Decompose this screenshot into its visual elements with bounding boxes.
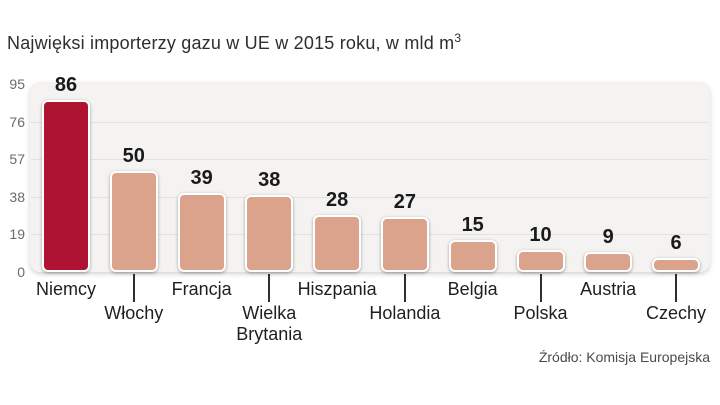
bar-holandia <box>380 216 429 272</box>
bar-category-label: Francja <box>171 279 232 299</box>
bar-category-label: Austria <box>580 279 637 299</box>
y-axis-tick-label: 38 <box>9 188 25 205</box>
y-axis-tick-label: 76 <box>9 113 25 130</box>
title-superscript: 3 <box>454 31 462 45</box>
chart-title-text: Najwięksi importerzy gazu w UE w 2015 ro… <box>7 33 455 53</box>
y-axis-tick-label: 95 <box>9 76 25 92</box>
bar-category-label: Niemcy <box>35 279 96 299</box>
bar-belgia <box>448 240 497 272</box>
bar-category-label: Włochy <box>104 303 164 323</box>
bar-category-label: Hiszpania <box>297 279 377 299</box>
gridline <box>31 196 709 198</box>
bar-value-label: 38 <box>258 168 281 191</box>
source-note: Źródło: Komisja Europejska <box>538 349 710 365</box>
bar-niemcy <box>42 99 90 272</box>
category-tick-line <box>403 274 406 302</box>
bar-category-label: Czechy <box>645 303 707 323</box>
bar-category-label: Polska <box>513 303 568 323</box>
bar-category-label: Belgia <box>447 279 498 299</box>
category-tick-line <box>675 274 677 302</box>
bar-category-label: Wielka Brytania <box>236 303 303 344</box>
bar-wlochy <box>109 171 158 272</box>
gridline <box>31 159 709 161</box>
y-axis-tick-label: 0 <box>17 264 25 280</box>
gridline <box>31 234 709 236</box>
y-axis-tick-label: 57 <box>9 151 25 168</box>
bar-value-label: 10 <box>529 224 552 247</box>
bar-value-label: 6 <box>670 232 682 255</box>
category-tick-line <box>268 274 271 302</box>
bar-austria <box>584 252 633 272</box>
bar-francja <box>177 192 226 272</box>
gridline <box>31 121 709 123</box>
bar-hiszpania <box>313 214 362 272</box>
bar-value-label: 39 <box>190 166 213 189</box>
category-tick-line <box>539 274 542 302</box>
bar-category-label: Holandia <box>369 303 441 323</box>
bar-value-label: 15 <box>461 214 484 237</box>
y-axis-tick-label: 19 <box>9 226 25 243</box>
bar-czechy <box>652 258 700 272</box>
bar-polska <box>516 250 565 272</box>
bar-value-label: 86 <box>54 73 78 96</box>
bar-value-label: 9 <box>602 226 614 249</box>
bar-wielka-brytania <box>245 194 294 272</box>
chart-title: Najwięksi importerzy gazu w UE w 2015 ro… <box>7 31 462 54</box>
bar-value-label: 50 <box>122 145 145 168</box>
category-tick-line <box>132 274 135 302</box>
bar-value-label: 27 <box>393 190 417 213</box>
bar-value-label: 28 <box>325 188 349 211</box>
